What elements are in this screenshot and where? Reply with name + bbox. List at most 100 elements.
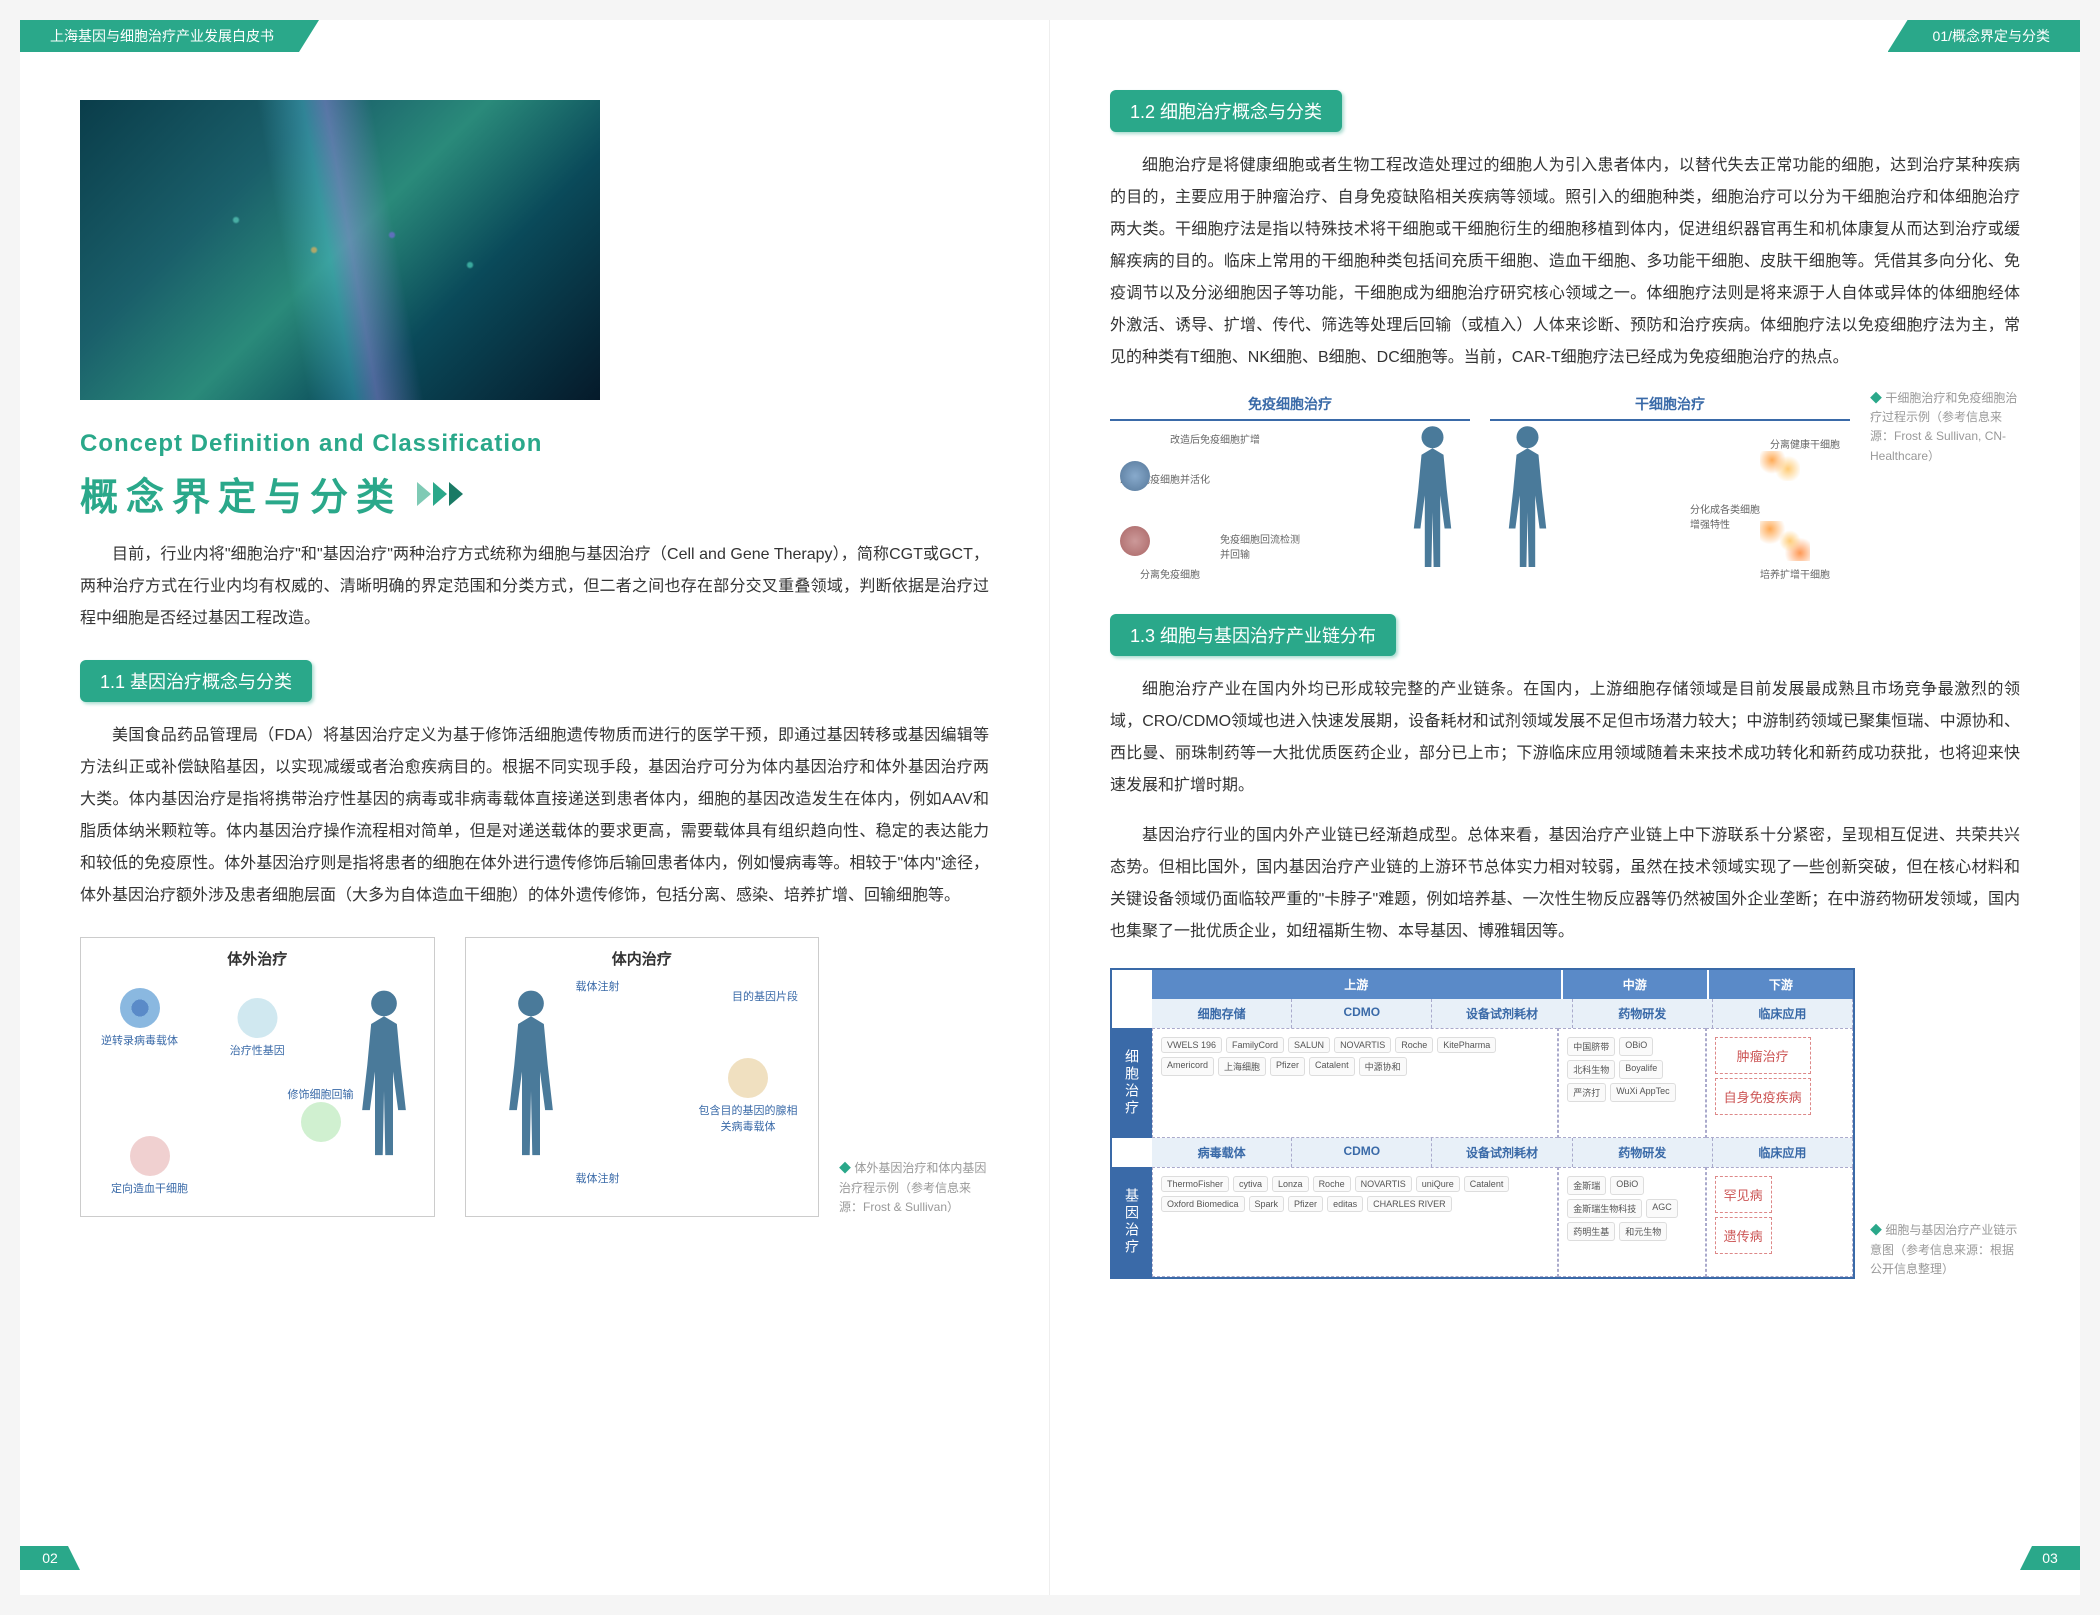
title-arrows-icon xyxy=(417,482,463,506)
company-logo-chip: 北科生物 xyxy=(1567,1060,1615,1079)
cell-apps: 肿瘤治疗自身免疫疾病 xyxy=(1706,1028,1853,1138)
stage-downstream: 下游 xyxy=(1709,970,1853,999)
section-1-1-heading: 1.1 基因治疗概念与分类 xyxy=(80,660,312,702)
node-modify: 修饰细胞回输 xyxy=(288,1089,354,1101)
human-silhouette-icon xyxy=(349,988,419,1168)
section-1-1-body: 美国食品药品管理局（FDA）将基因治疗定义为基于修饰活细胞遗传物质而进行的医学干… xyxy=(80,720,989,912)
company-logo-chip: uniQure xyxy=(1416,1176,1460,1192)
company-logo-chip: Boyalife xyxy=(1619,1060,1663,1079)
company-logo-chip: Pfizer xyxy=(1288,1196,1323,1212)
chain-caption: ◆ 细胞与基因治疗产业链示意图（参考信息来源：根据公开信息整理） xyxy=(1870,1221,2020,1279)
header-tab-right: 01/概念界定与分类 xyxy=(1888,20,2080,52)
section-1-2-body: 细胞治疗是将健康细胞或者生物工程改造处理过的细胞人为引入患者体内，以替代失去正常… xyxy=(1110,150,2020,374)
company-logo-chip: NOVARTIS xyxy=(1334,1037,1391,1053)
company-logo-chip: Roche xyxy=(1395,1037,1433,1053)
company-logo-chip: 中国脐带 xyxy=(1567,1037,1615,1056)
subtitle-english: Concept Definition and Classification xyxy=(80,430,989,458)
company-logo-chip: Roche xyxy=(1313,1176,1351,1192)
diagram-1-2-caption: ◆ 干细胞治疗和免疫细胞治疗过程示例（参考信息来源：Frost & Sulliv… xyxy=(1870,389,2020,466)
company-logo-chip: VWELS 196 xyxy=(1161,1037,1222,1053)
company-logo-chip: 药明生基 xyxy=(1567,1222,1615,1241)
header-tab-left: 上海基因与细胞治疗产业发展白皮书 xyxy=(20,20,319,52)
in-vivo-diagram: 体内治疗 目的基因片段 包含目的基 xyxy=(465,937,820,1217)
label-detect: 免疫细胞回流检测并回输 xyxy=(1220,531,1300,561)
intro-paragraph: 目前，行业内将"细胞治疗"和"基因治疗"两种治疗方式统称为细胞与基因治疗（Cel… xyxy=(80,539,989,635)
immune-cell-diagram: 免疫细胞治疗 改造后免疫细胞扩增 改造免疫细胞并活化 分离免疫细胞 免疫细胞回流… xyxy=(1110,389,1470,589)
company-logo-chip: Spark xyxy=(1249,1196,1285,1212)
title-text: 概念界定与分类 xyxy=(80,466,402,521)
human-silhouette-icon xyxy=(1500,421,1555,581)
label-culture: 分化成各类细胞增强特性 xyxy=(1690,501,1760,531)
page-spread: 上海基因与细胞治疗产业发展白皮书 Concept Definition and … xyxy=(20,20,2080,1595)
gene-therapy-diagram: 体外治疗 逆转录病毒载体 治疗性基因 定向造血干细胞 xyxy=(80,937,819,1217)
stem-title: 干细胞治疗 xyxy=(1490,389,1850,421)
label-expand: 培养扩增干细胞 xyxy=(1760,566,1830,581)
cell-therapy-row: 细胞治疗 VWELS 196FamilyCordSALUNNOVARTISRoc… xyxy=(1112,1028,1853,1138)
company-logo-chip: 金斯瑞生物科技 xyxy=(1567,1199,1642,1218)
company-logo-chip: OBiO xyxy=(1610,1176,1644,1195)
company-logo-chip: WuXi AppTec xyxy=(1610,1083,1675,1102)
company-logo-chip: CHARLES RIVER xyxy=(1367,1196,1452,1212)
stem-cell-diagram: 干细胞治疗 分离健康干细胞 分化成各类细胞增强特性 培养扩增干细胞 xyxy=(1490,389,1850,589)
company-logo-chip: AGC xyxy=(1646,1199,1678,1218)
gene-therapy-row: 基因治疗 ThermoFishercytivaLonzaRocheNOVARTI… xyxy=(1112,1167,1853,1277)
company-logo-chip: 和元生物 xyxy=(1619,1222,1667,1241)
gene-row-label: 基因治疗 xyxy=(1112,1167,1152,1277)
application-chip: 罕见病 xyxy=(1715,1176,1772,1213)
company-logo-chip: 严济打 xyxy=(1567,1083,1606,1102)
human-silhouette-icon xyxy=(496,988,566,1168)
page-number-right: 03 xyxy=(2020,1546,2080,1570)
gene-apps: 罕见病遗传病 xyxy=(1706,1167,1853,1277)
gene-mid-logos: 金斯瑞OBiO 金斯瑞生物科技AGC 药明生基和元生物 xyxy=(1558,1167,1705,1277)
company-logo-chip: OBiO xyxy=(1619,1037,1653,1056)
node-inject: 载体注射 xyxy=(576,1173,620,1185)
company-logo-chip: Oxford Biomedica xyxy=(1161,1196,1245,1212)
company-logo-chip: Catalent xyxy=(1464,1176,1510,1192)
application-chip: 肿瘤治疗 xyxy=(1715,1037,1811,1074)
cell-row-label: 细胞治疗 xyxy=(1112,1028,1152,1138)
company-logo-chip: NOVARTIS xyxy=(1355,1176,1412,1192)
cell-therapy-diagrams: 免疫细胞治疗 改造后免疫细胞扩增 改造免疫细胞并活化 分离免疫细胞 免疫细胞回流… xyxy=(1110,389,2020,589)
section-1-3-para2: 基因治疗行业的国内外产业链已经渐趋成型。总体来看，基因治疗产业链上中下游联系十分… xyxy=(1110,820,2020,948)
diagram-1-1-caption: ◆ 体外基因治疗和体内基因治疗程示例（参考信息来源：Frost & Sulliv… xyxy=(839,1159,989,1217)
cell-subheader: 细胞存储 CDMO 设备试剂耗材 药物研发 临床应用 xyxy=(1112,999,1853,1028)
ex-vivo-diagram: 体外治疗 逆转录病毒载体 治疗性基因 定向造血干细胞 xyxy=(80,937,435,1217)
company-logo-chip: editas xyxy=(1327,1196,1363,1212)
company-logo-chip: 上海细胞 xyxy=(1218,1057,1266,1076)
label-separate: 分离健康干细胞 xyxy=(1770,436,1840,451)
cell-upstream-logos: VWELS 196FamilyCordSALUNNOVARTISRocheKit… xyxy=(1152,1028,1558,1138)
right-page: 01/概念界定与分类 1.2 细胞治疗概念与分类 细胞治疗是将健康细胞或者生物工… xyxy=(1050,20,2080,1595)
label-modify: 改造后免疫细胞扩增 xyxy=(1170,431,1260,446)
company-logo-chip: Lonza xyxy=(1272,1176,1309,1192)
application-chip: 遗传病 xyxy=(1715,1217,1772,1254)
gene-subheader: 病毒载体 CDMO 设备试剂耗材 药物研发 临床应用 xyxy=(1112,1138,1853,1167)
node-virus: 逆转录病毒载体 xyxy=(101,1035,178,1047)
node-fragment: 目的基因片段 xyxy=(732,991,798,1003)
label-reinfuse: 分离免疫细胞 xyxy=(1140,566,1200,581)
immune-title: 免疫细胞治疗 xyxy=(1110,389,1470,421)
node-gene: 治疗性基因 xyxy=(230,1045,285,1057)
industry-chain-table: 上游 中游 下游 细胞存储 CDMO 设备试剂耗材 药物研发 临床应用 细胞治疗 xyxy=(1110,968,1855,1279)
human-silhouette-icon xyxy=(1405,421,1460,581)
company-logo-chip: Catalent xyxy=(1309,1057,1355,1076)
stage-midstream: 中游 xyxy=(1561,970,1709,999)
section-1-2-heading: 1.2 细胞治疗概念与分类 xyxy=(1110,90,1342,132)
company-logo-chip: SALUN xyxy=(1288,1037,1330,1053)
company-logo-chip: cytiva xyxy=(1233,1176,1268,1192)
node-inject1: 载体注射 xyxy=(576,981,620,993)
node-adeno: 包含目的基因的腺相关病毒载体 xyxy=(699,1105,798,1133)
hero-dna-image xyxy=(80,100,600,400)
cell-mid-logos: 中国脐带OBiO北科生物Boyalife 严济打WuXi AppTec xyxy=(1558,1028,1705,1138)
company-logo-chip: KitePharma xyxy=(1437,1037,1496,1053)
chain-stages-header: 上游 中游 下游 xyxy=(1112,970,1853,999)
title-chinese: 概念界定与分类 xyxy=(80,466,989,521)
company-logo-chip: FamilyCord xyxy=(1226,1037,1284,1053)
company-logo-chip: 中源协和 xyxy=(1359,1057,1407,1076)
company-logo-chip: Pfizer xyxy=(1270,1057,1305,1076)
gene-upstream-logos: ThermoFishercytivaLonzaRocheNOVARTISuniQ… xyxy=(1152,1167,1558,1277)
page-number-left: 02 xyxy=(20,1546,80,1570)
company-logo-chip: ThermoFisher xyxy=(1161,1176,1229,1192)
company-logo-chip: 金斯瑞 xyxy=(1567,1176,1606,1195)
company-logo-chip: Americord xyxy=(1161,1057,1214,1076)
node-target: 定向造血干细胞 xyxy=(111,1183,188,1195)
